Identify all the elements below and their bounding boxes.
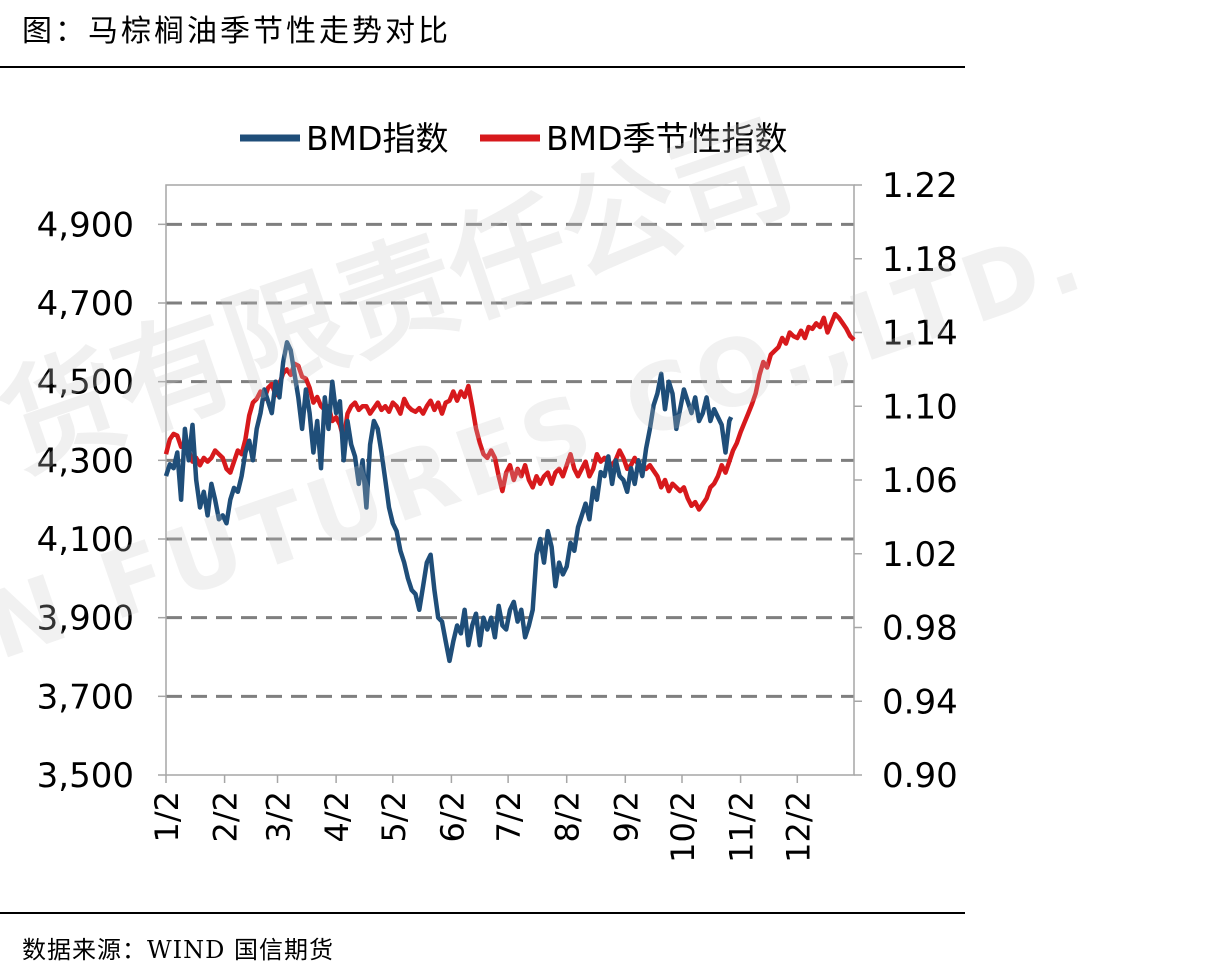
legend-label: BMD指数: [306, 119, 449, 158]
x-tick-label: 2/2: [207, 791, 245, 843]
right-tick-label: 0.94: [882, 682, 958, 722]
left-axis: 3,500 3,700 3,900 4,100 4,300 4,500 4,700 4,900: [37, 205, 166, 796]
left-tick-label: 3,500: [37, 756, 134, 796]
series-group: [163, 311, 856, 664]
x-tick-label: 3/2: [260, 791, 298, 843]
x-tick-label: 6/2: [433, 791, 471, 843]
right-tick-label: 1.06: [882, 461, 958, 501]
x-tick-label: 12/2: [779, 791, 817, 863]
legend: BMD指数 BMD季节性指数: [240, 119, 788, 158]
series-line-bmd-index: [163, 340, 734, 664]
chart: 3,500 3,700 3,900 4,100 4,300 4,500 4,700 4,900…: [37, 119, 958, 863]
right-tick-label: 1.18: [882, 240, 958, 280]
x-tick-label: 4/2: [318, 791, 356, 843]
right-tick-label: 1.10: [882, 387, 958, 427]
right-axis: 0.90 0.94 0.98 1.02 1.06 1.10 1.14 1.18 1.22: [854, 166, 958, 796]
x-tick-label: 1/2: [148, 791, 186, 843]
x-tick-label: 5/2: [375, 791, 413, 843]
x-tick-label: 11/2: [723, 791, 761, 863]
left-tick-label: 3,900: [37, 599, 134, 639]
grid-lines: [166, 222, 854, 698]
legend-label: BMD季节性指数: [546, 119, 788, 158]
left-tick-label: 4,900: [37, 205, 134, 245]
x-tick-label: 7/2: [490, 791, 528, 843]
source-note: 数据来源：WIND 国信期货: [22, 936, 335, 964]
x-tick-label: 10/2: [664, 791, 702, 863]
right-tick-label: 0.98: [882, 609, 958, 649]
right-tick-label: 0.90: [882, 756, 958, 796]
left-tick-label: 4,100: [37, 520, 134, 560]
right-tick-label: 1.02: [882, 535, 958, 575]
right-tick-label: 1.14: [882, 314, 958, 354]
left-tick-label: 4,700: [37, 284, 134, 324]
top-rule: [0, 66, 965, 68]
figure-title: 图：马棕榈油季节性走势对比: [22, 14, 451, 49]
left-tick-label: 3,700: [37, 677, 134, 717]
x-axis: 1/2 2/2 3/2 4/2 5/2 6/2 7/2 8/2 9/2 10/2 11/2 12/2: [148, 775, 817, 863]
bottom-rule: [0, 912, 965, 914]
x-tick-label: 9/2: [607, 791, 645, 843]
x-tick-label: 8/2: [549, 791, 587, 843]
right-tick-label: 1.22: [882, 166, 958, 206]
left-tick-label: 4,300: [37, 441, 134, 481]
left-tick-label: 4,500: [37, 363, 134, 403]
plot-frame: [165, 184, 855, 776]
